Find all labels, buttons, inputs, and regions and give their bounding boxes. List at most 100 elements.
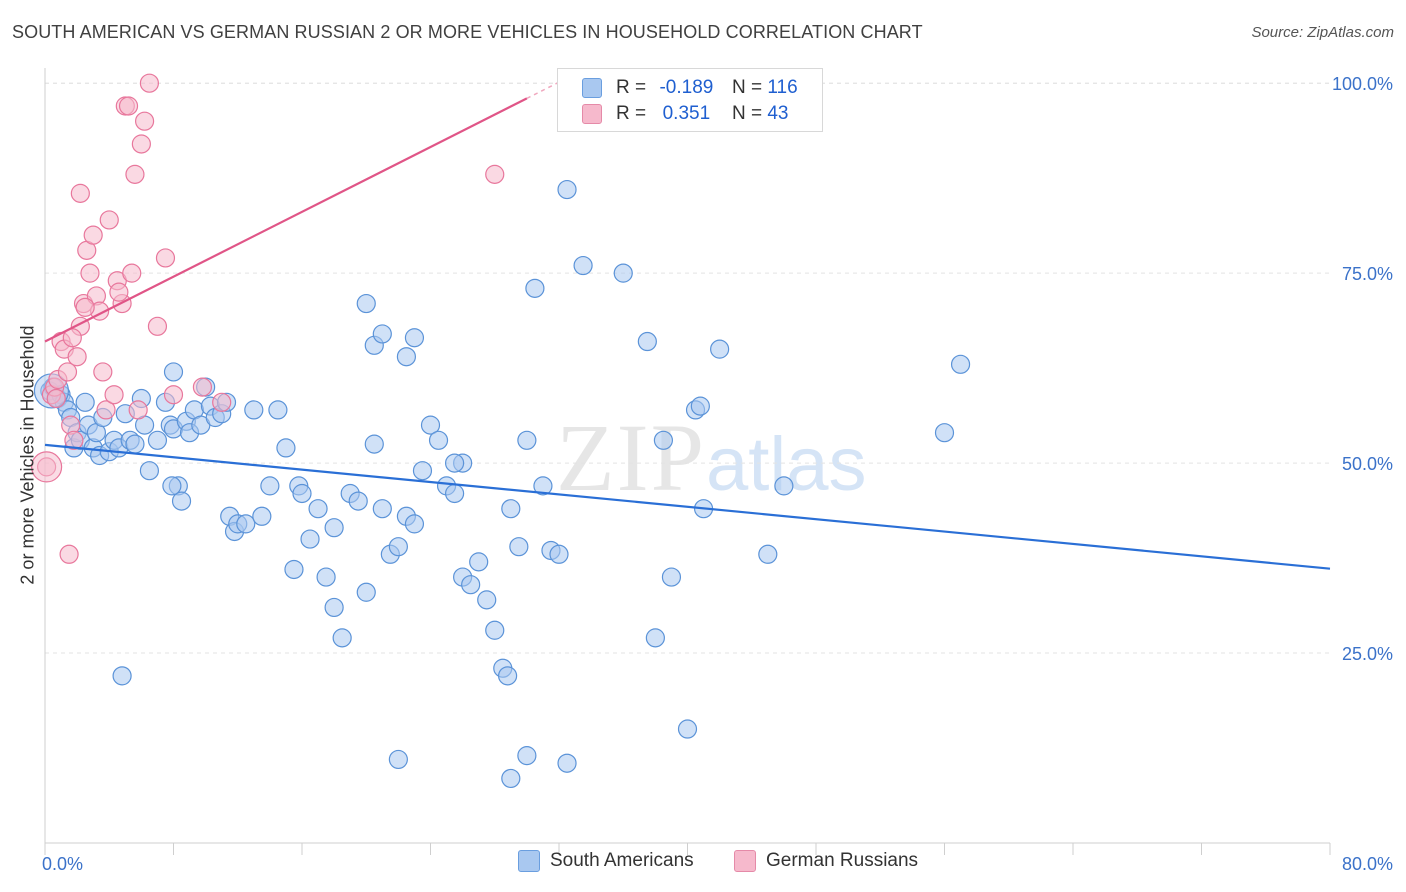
y-tick-label: 75.0% bbox=[1342, 264, 1393, 284]
data-point bbox=[637, 331, 657, 352]
data-point bbox=[67, 347, 87, 367]
data-point bbox=[525, 278, 545, 298]
data-point bbox=[147, 316, 168, 336]
data-point bbox=[498, 666, 518, 686]
data-point bbox=[388, 537, 408, 557]
x-tick-label-min: 0.0% bbox=[42, 854, 83, 874]
data-point bbox=[549, 544, 569, 564]
data-point bbox=[469, 552, 489, 572]
data-point bbox=[950, 354, 971, 374]
data-point bbox=[461, 575, 481, 595]
data-point bbox=[364, 434, 384, 454]
data-point bbox=[653, 430, 674, 450]
data-point bbox=[420, 415, 441, 435]
source-label: Source: ZipAtlas.com bbox=[1251, 24, 1394, 41]
data-point bbox=[517, 430, 537, 450]
data-point bbox=[75, 297, 95, 317]
legend-swatch-german-russians bbox=[734, 850, 756, 872]
watermark-zip: ZIP bbox=[556, 404, 706, 511]
data-point bbox=[316, 567, 336, 587]
data-point bbox=[96, 400, 116, 420]
data-point bbox=[80, 263, 100, 283]
data-point bbox=[372, 499, 392, 519]
data-point bbox=[501, 768, 521, 789]
data-point bbox=[284, 559, 304, 580]
series-german-russians bbox=[31, 73, 505, 564]
data-point bbox=[509, 537, 529, 557]
data-point bbox=[332, 628, 352, 648]
data-point bbox=[99, 210, 119, 230]
data-point bbox=[163, 385, 184, 405]
data-point bbox=[112, 666, 132, 686]
data-point bbox=[252, 506, 272, 526]
data-point bbox=[70, 183, 90, 203]
data-point-cluster bbox=[31, 451, 63, 483]
correlation-legend: R = -0.189 N = 116 R = 0.351 N = 43 bbox=[557, 68, 823, 132]
data-point bbox=[292, 483, 312, 504]
data-point bbox=[348, 491, 368, 511]
legend-label-south-americans: South Americans bbox=[550, 850, 694, 871]
legend-swatch-german-russians bbox=[582, 104, 602, 124]
data-point bbox=[171, 491, 192, 511]
chart-title: SOUTH AMERICAN VS GERMAN RUSSIAN 2 OR MO… bbox=[12, 22, 923, 42]
data-point bbox=[444, 453, 465, 473]
data-point bbox=[404, 514, 425, 534]
data-point bbox=[125, 164, 145, 184]
data-point bbox=[324, 518, 344, 538]
data-point bbox=[128, 400, 148, 420]
data-point bbox=[109, 282, 129, 302]
watermark: ZIPatlas bbox=[556, 402, 867, 513]
legend-n-value: 116 bbox=[767, 77, 798, 98]
data-point bbox=[501, 499, 521, 519]
data-point bbox=[444, 483, 465, 504]
data-point bbox=[59, 544, 79, 564]
data-point bbox=[690, 396, 710, 416]
data-point bbox=[192, 377, 213, 397]
trend-line-german-russians bbox=[44, 97, 528, 343]
data-point bbox=[324, 597, 344, 618]
data-point bbox=[147, 430, 168, 450]
data-point bbox=[118, 96, 139, 116]
data-point bbox=[573, 255, 593, 276]
data-point bbox=[260, 476, 280, 496]
data-point bbox=[300, 529, 320, 549]
legend-item-south-americans: South Americans bbox=[518, 850, 694, 872]
data-point bbox=[404, 328, 425, 348]
legend-r-label: R = bbox=[616, 77, 647, 98]
data-point bbox=[139, 73, 160, 93]
data-point bbox=[557, 179, 577, 200]
data-point bbox=[428, 430, 449, 450]
data-point bbox=[661, 567, 682, 587]
data-point bbox=[131, 134, 151, 154]
legend-r-label: R = bbox=[616, 103, 647, 124]
legend-row-german-russians: R = 0.351 N = 43 bbox=[558, 101, 788, 127]
data-point bbox=[268, 400, 288, 420]
data-point bbox=[533, 476, 553, 496]
series-legend: South Americans German Russians bbox=[0, 850, 1406, 878]
data-point bbox=[64, 430, 84, 450]
data-point bbox=[155, 248, 176, 268]
y-tick-label: 50.0% bbox=[1342, 454, 1393, 474]
data-point bbox=[162, 476, 182, 496]
data-point bbox=[356, 582, 376, 602]
data-point bbox=[774, 476, 794, 496]
trend-line-extension bbox=[526, 81, 560, 100]
legend-r-value: -0.189 bbox=[659, 77, 714, 98]
legend-r-value: 0.351 bbox=[662, 103, 711, 124]
legend-n-value: 43 bbox=[767, 103, 789, 124]
data-point bbox=[122, 263, 142, 283]
data-point bbox=[75, 392, 95, 412]
legend-row-south-americans: R = -0.189 N = 116 bbox=[558, 75, 798, 101]
data-point bbox=[613, 263, 633, 283]
legend-swatch-south-americans bbox=[582, 78, 602, 98]
data-point bbox=[104, 385, 124, 405]
data-point bbox=[308, 499, 328, 519]
data-point bbox=[356, 293, 376, 314]
data-point bbox=[236, 514, 256, 534]
data-point bbox=[710, 339, 730, 359]
series-south-americans bbox=[33, 179, 971, 789]
gridlines bbox=[45, 82, 1330, 654]
data-point bbox=[276, 438, 296, 458]
data-point bbox=[139, 461, 160, 481]
